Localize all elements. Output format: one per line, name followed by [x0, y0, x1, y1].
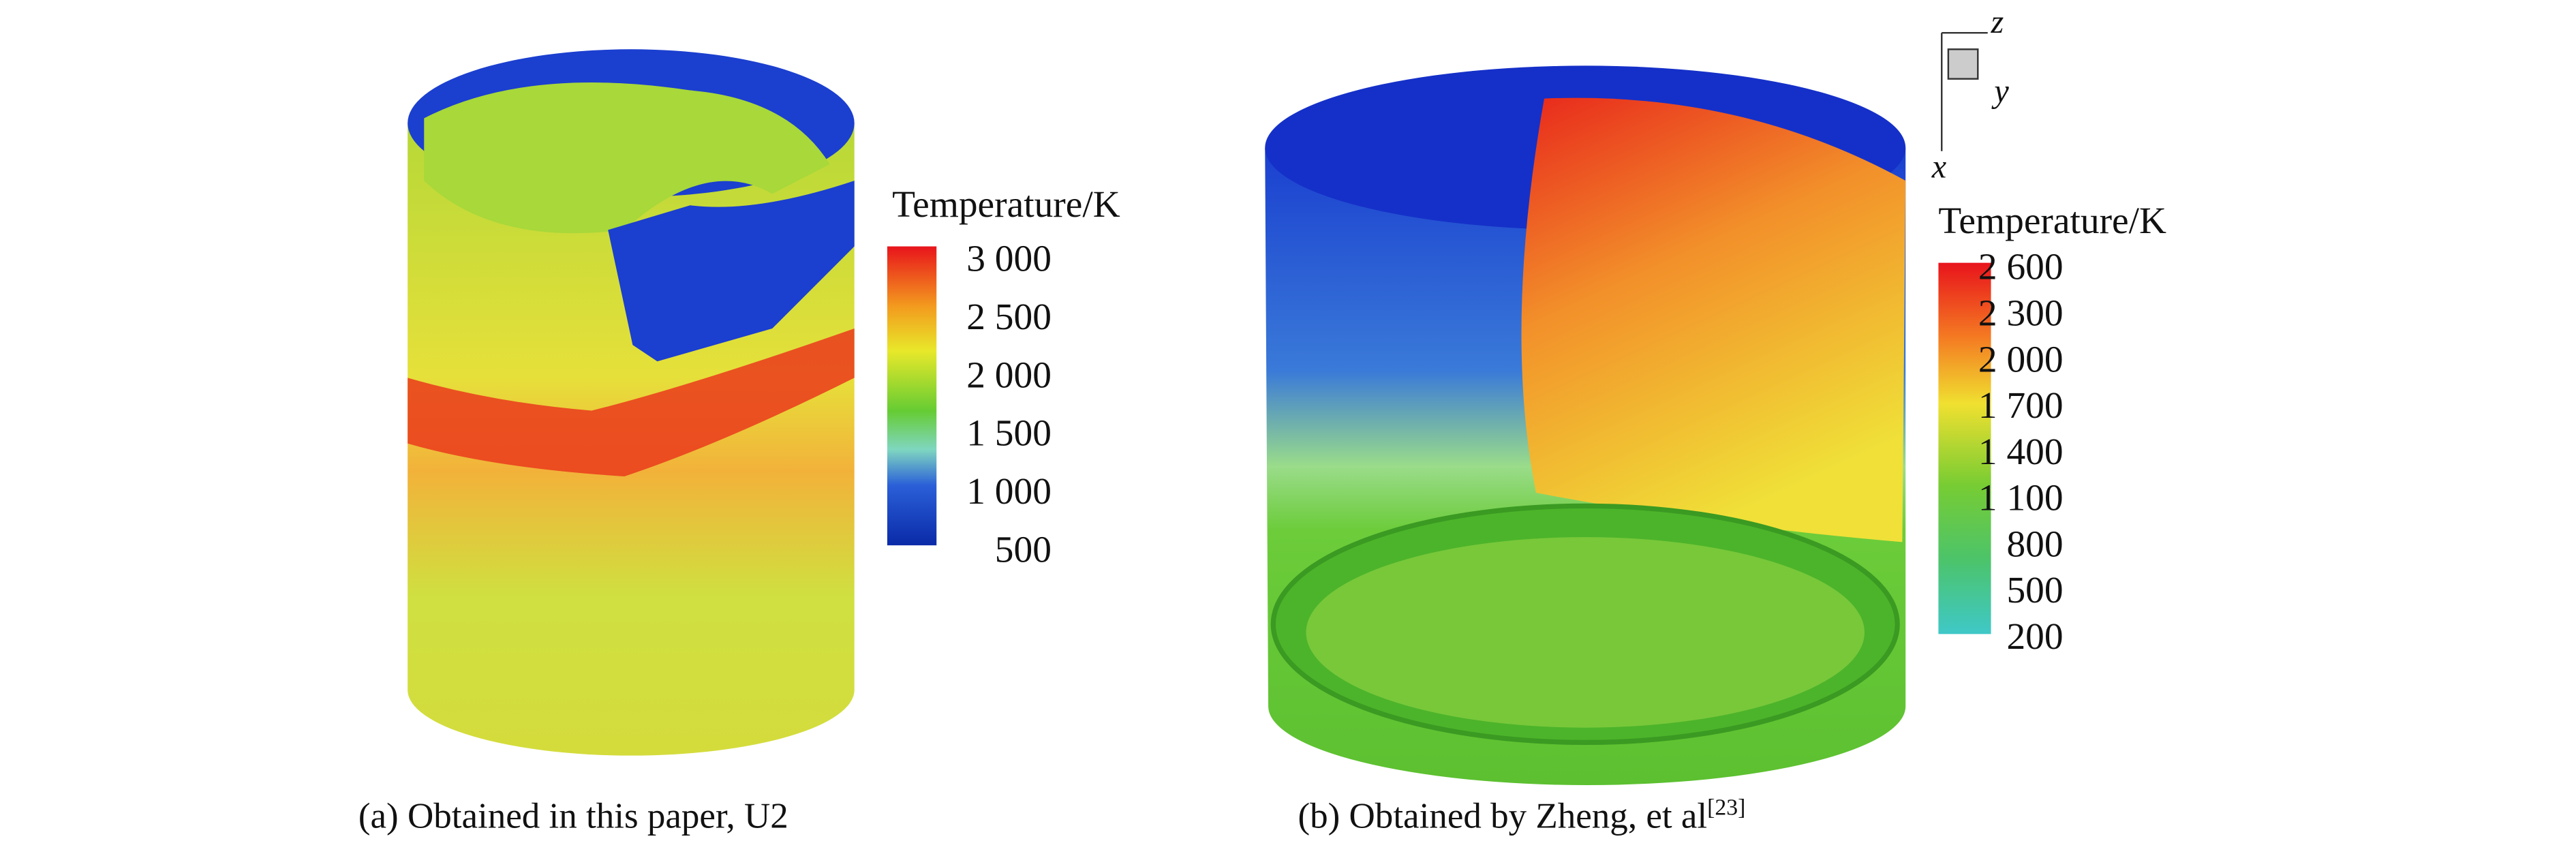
colorbar-tick-label: 2 500	[966, 296, 1052, 337]
axis-label: z	[1991, 4, 2004, 40]
colorbar-tick-label: 2 000	[966, 354, 1052, 395]
colorbar-tick-label: 200	[2006, 615, 2063, 657]
colorbar-tick-label: 1 700	[1978, 384, 2064, 426]
axis-label: x	[1931, 149, 1947, 185]
cylinder-b	[1265, 65, 1906, 785]
axis-triad	[1941, 31, 1988, 151]
caption: (a) Obtained in this paper, U2	[358, 797, 788, 836]
cylinder-a	[408, 49, 855, 756]
colorbar-tick-label: 1 400	[1978, 431, 2064, 472]
colorbar-tick-label: 800	[2006, 523, 2063, 564]
colorbar-tick-label: 1 000	[966, 470, 1052, 512]
colorbar-b	[1938, 262, 1991, 634]
colorbar-tick-label: 500	[995, 528, 1052, 570]
caption: (b) Obtained by Zheng, et al[23]	[1298, 795, 1745, 836]
colorbar-a	[887, 246, 937, 546]
colorbar-tick-label: 1 500	[966, 412, 1052, 454]
colorbar-tick-label: 2 000	[1978, 338, 2064, 380]
colorbar-tick-label: 3 000	[966, 238, 1052, 279]
colorbar-tick-label: 2 600	[1978, 246, 2064, 288]
axis-label: y	[1991, 73, 2009, 109]
colorbar-tick-label: 500	[2006, 569, 2063, 611]
caption-ref: [23]	[1707, 795, 1745, 820]
caption-text: (b) Obtained by Zheng, et al	[1298, 797, 1707, 836]
colorbar-tick-label: 1 100	[1978, 477, 2064, 519]
colorbar-tick-label: 2 300	[1978, 292, 2064, 334]
colorbar-title: Temperature/K	[1938, 200, 2166, 241]
colorbar-title: Temperature/K	[892, 183, 1120, 225]
